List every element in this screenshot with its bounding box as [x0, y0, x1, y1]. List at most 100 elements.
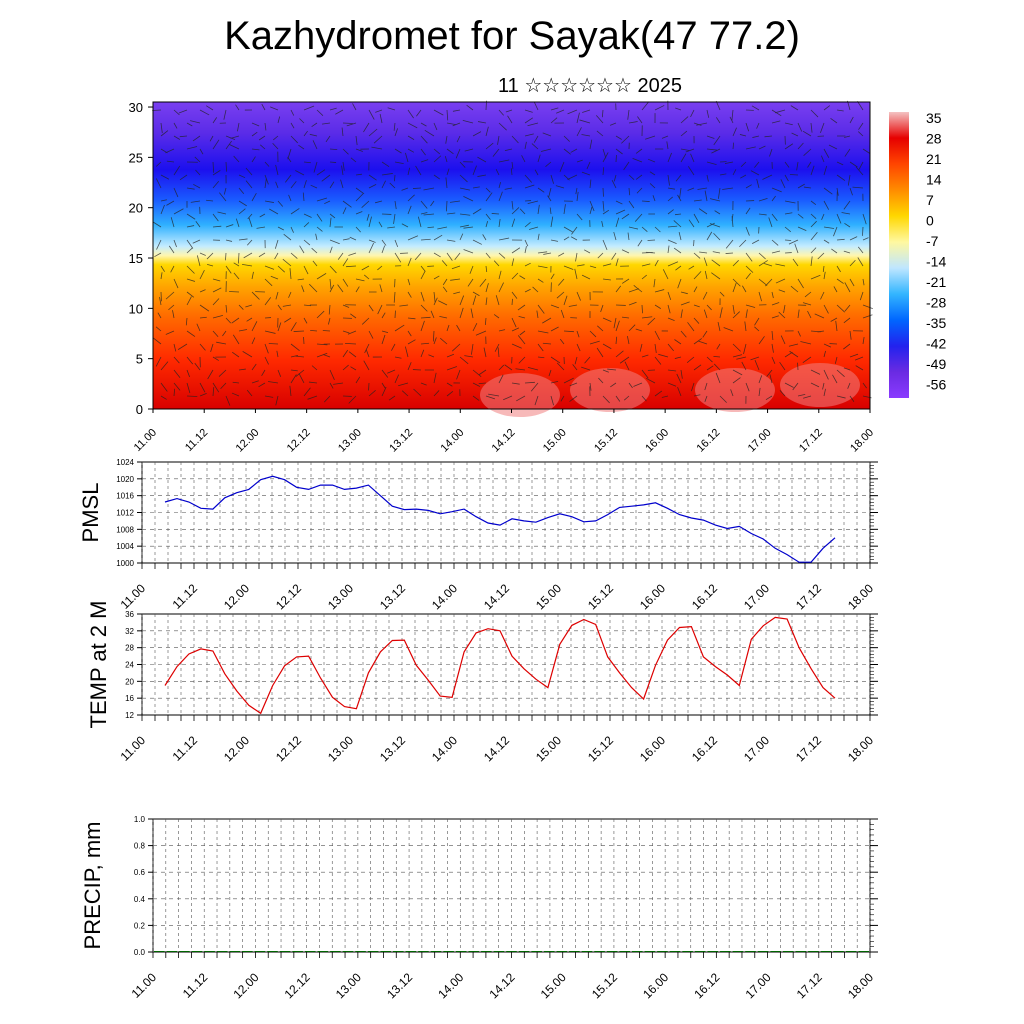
panel4-xtick-label-7: 14.12: [486, 970, 517, 1001]
precip-bar-34: [581, 951, 593, 952]
panel4-xtick-label-13: 17.12: [794, 970, 825, 1001]
heatmap-ytick-label-2: 10: [129, 301, 143, 316]
panel4-xtick-label-11: 16.12: [691, 970, 722, 1001]
precip-bar-39: [644, 951, 656, 952]
panel3-ytick-label-4: 28: [125, 644, 134, 653]
panel3-ytick-label-0: 12: [125, 711, 134, 720]
heatmap-ytick-label-0: 0: [136, 402, 143, 417]
panel3-xtick-label-2: 12.00: [221, 733, 252, 764]
colorbar-label-12: -49: [926, 356, 946, 372]
panel2-xtick-label-8: 15.00: [533, 581, 564, 612]
colorbar-label-9: -28: [926, 295, 946, 311]
panel3-xtick-label-3: 12.12: [273, 733, 304, 764]
precip-bar-17: [367, 951, 379, 952]
heatmap-xtick-label-0: 11.00: [132, 427, 159, 454]
panel4-xtick-label-3: 12.12: [282, 970, 313, 1001]
panel2-xtick-label-12: 17.00: [741, 581, 772, 612]
warm-core-1: [570, 368, 650, 412]
panel4-ytick-label-3: 0.6: [134, 868, 146, 877]
panel4-xtick-label-9: 15.12: [589, 970, 620, 1001]
precip-bar-13: [317, 951, 329, 952]
colorbar-label-8: -21: [926, 274, 946, 290]
precip-bar-24: [455, 951, 467, 952]
precip-bar-0: [154, 951, 165, 952]
panel3-xtick-label-11: 16.12: [689, 733, 720, 764]
panel3-xtick-label-4: 13.00: [325, 733, 356, 764]
precip-bar-21: [418, 951, 429, 952]
panel4-ylabel: PRECIP, mm: [80, 822, 105, 950]
colorbar: [889, 112, 909, 398]
precip-bar-36: [606, 951, 618, 952]
precip-bar-43: [694, 951, 706, 952]
panel3-xtick-label-14: 18.00: [845, 733, 876, 764]
precip-bar-27: [493, 951, 505, 952]
temp-series-line: [164, 616, 836, 715]
precip-bar-31: [543, 951, 555, 952]
panel2-xtick-label-13: 17.12: [793, 581, 824, 612]
panel4-ytick-label-2: 0.4: [134, 895, 146, 904]
panel4-ytick-label-1: 0.2: [134, 921, 146, 930]
heatmap-ytick-label-6: 30: [129, 100, 143, 115]
panel4-xtick-label-10: 16.00: [640, 970, 671, 1001]
heatmap-xtick-label-5: 13.12: [387, 427, 415, 455]
precip-bar-10: [279, 951, 291, 952]
precip-bar-50: [782, 951, 794, 952]
panel2-xtick-label-0: 11.00: [118, 581, 149, 612]
precip-bar-28: [506, 951, 517, 952]
precip-bar-29: [518, 951, 530, 952]
figure-title: Kazhydromet for Sayak(47 77.2): [224, 14, 800, 58]
panel2-ytick-label-1: 1004: [116, 542, 134, 551]
panel2-xtick-label-14: 18.00: [845, 581, 876, 612]
heatmap-ytick-label-3: 15: [129, 251, 143, 266]
colorbar-label-2: 21: [926, 151, 942, 167]
panel4-xtick-label-8: 15.00: [538, 970, 569, 1001]
colorbar-label-4: 7: [926, 192, 934, 208]
panel3-xtick-label-8: 15.00: [533, 733, 564, 764]
heatmap-xtick-label-8: 15.00: [541, 427, 569, 455]
panel3-xtick-label-10: 16.00: [637, 733, 668, 764]
precip-bar-37: [619, 951, 630, 952]
precip-bar-3: [191, 951, 203, 952]
precip-bar-9: [267, 951, 278, 952]
colorbar-label-11: -42: [926, 336, 946, 352]
panel2-xtick-label-11: 16.12: [689, 581, 720, 612]
heatmap-xtick-label-2: 12.00: [234, 427, 262, 455]
panel3-xtick-label-13: 17.12: [793, 733, 824, 764]
colorbar-label-0: 35: [926, 110, 942, 126]
precip-bar-1: [166, 951, 178, 952]
precip-bar-6: [229, 951, 241, 952]
pmsl-series-line: [164, 475, 836, 563]
precip-bar-16: [355, 951, 366, 952]
colorbar-label-7: -14: [926, 254, 946, 270]
panel3-xtick-label-6: 14.00: [429, 733, 460, 764]
panel3-ytick-label-5: 32: [125, 627, 134, 636]
panel2-xtick-label-9: 15.12: [585, 581, 616, 612]
precip-bar-25: [468, 951, 480, 952]
heatmap-xtick-label-6: 14.00: [438, 427, 466, 455]
panel2-xtick-label-6: 14.00: [429, 581, 460, 612]
precip-bar-5: [216, 951, 228, 952]
precip-bar-18: [380, 951, 391, 952]
precip-bar-33: [569, 951, 580, 952]
panel4-ytick-label-4: 0.8: [134, 842, 146, 851]
heatmap-xtick-label-4: 13.00: [336, 427, 364, 455]
precip-bar-26: [481, 951, 492, 952]
precip-bar-23: [443, 951, 454, 952]
colorbar-label-13: -56: [926, 377, 946, 393]
precip-bar-32: [556, 951, 568, 952]
colorbar-label-3: 14: [926, 172, 942, 188]
panel2-xtick-label-5: 13.12: [377, 581, 408, 612]
panel3-ytick-label-1: 16: [125, 694, 134, 703]
precip-bar-30: [531, 951, 542, 952]
warm-core-2: [695, 368, 775, 412]
panel2-ytick-label-5: 1020: [116, 475, 134, 484]
panel4-xtick-label-0: 11.00: [129, 970, 160, 1001]
panel3-xtick-label-0: 11.00: [118, 733, 149, 764]
heatmap-ytick-label-5: 25: [129, 150, 143, 165]
panel4-xtick-label-2: 12.00: [230, 970, 261, 1001]
heatmap-field: [153, 102, 870, 409]
precip-bar-35: [594, 951, 605, 952]
panel3-xtick-label-5: 13.12: [377, 733, 408, 764]
